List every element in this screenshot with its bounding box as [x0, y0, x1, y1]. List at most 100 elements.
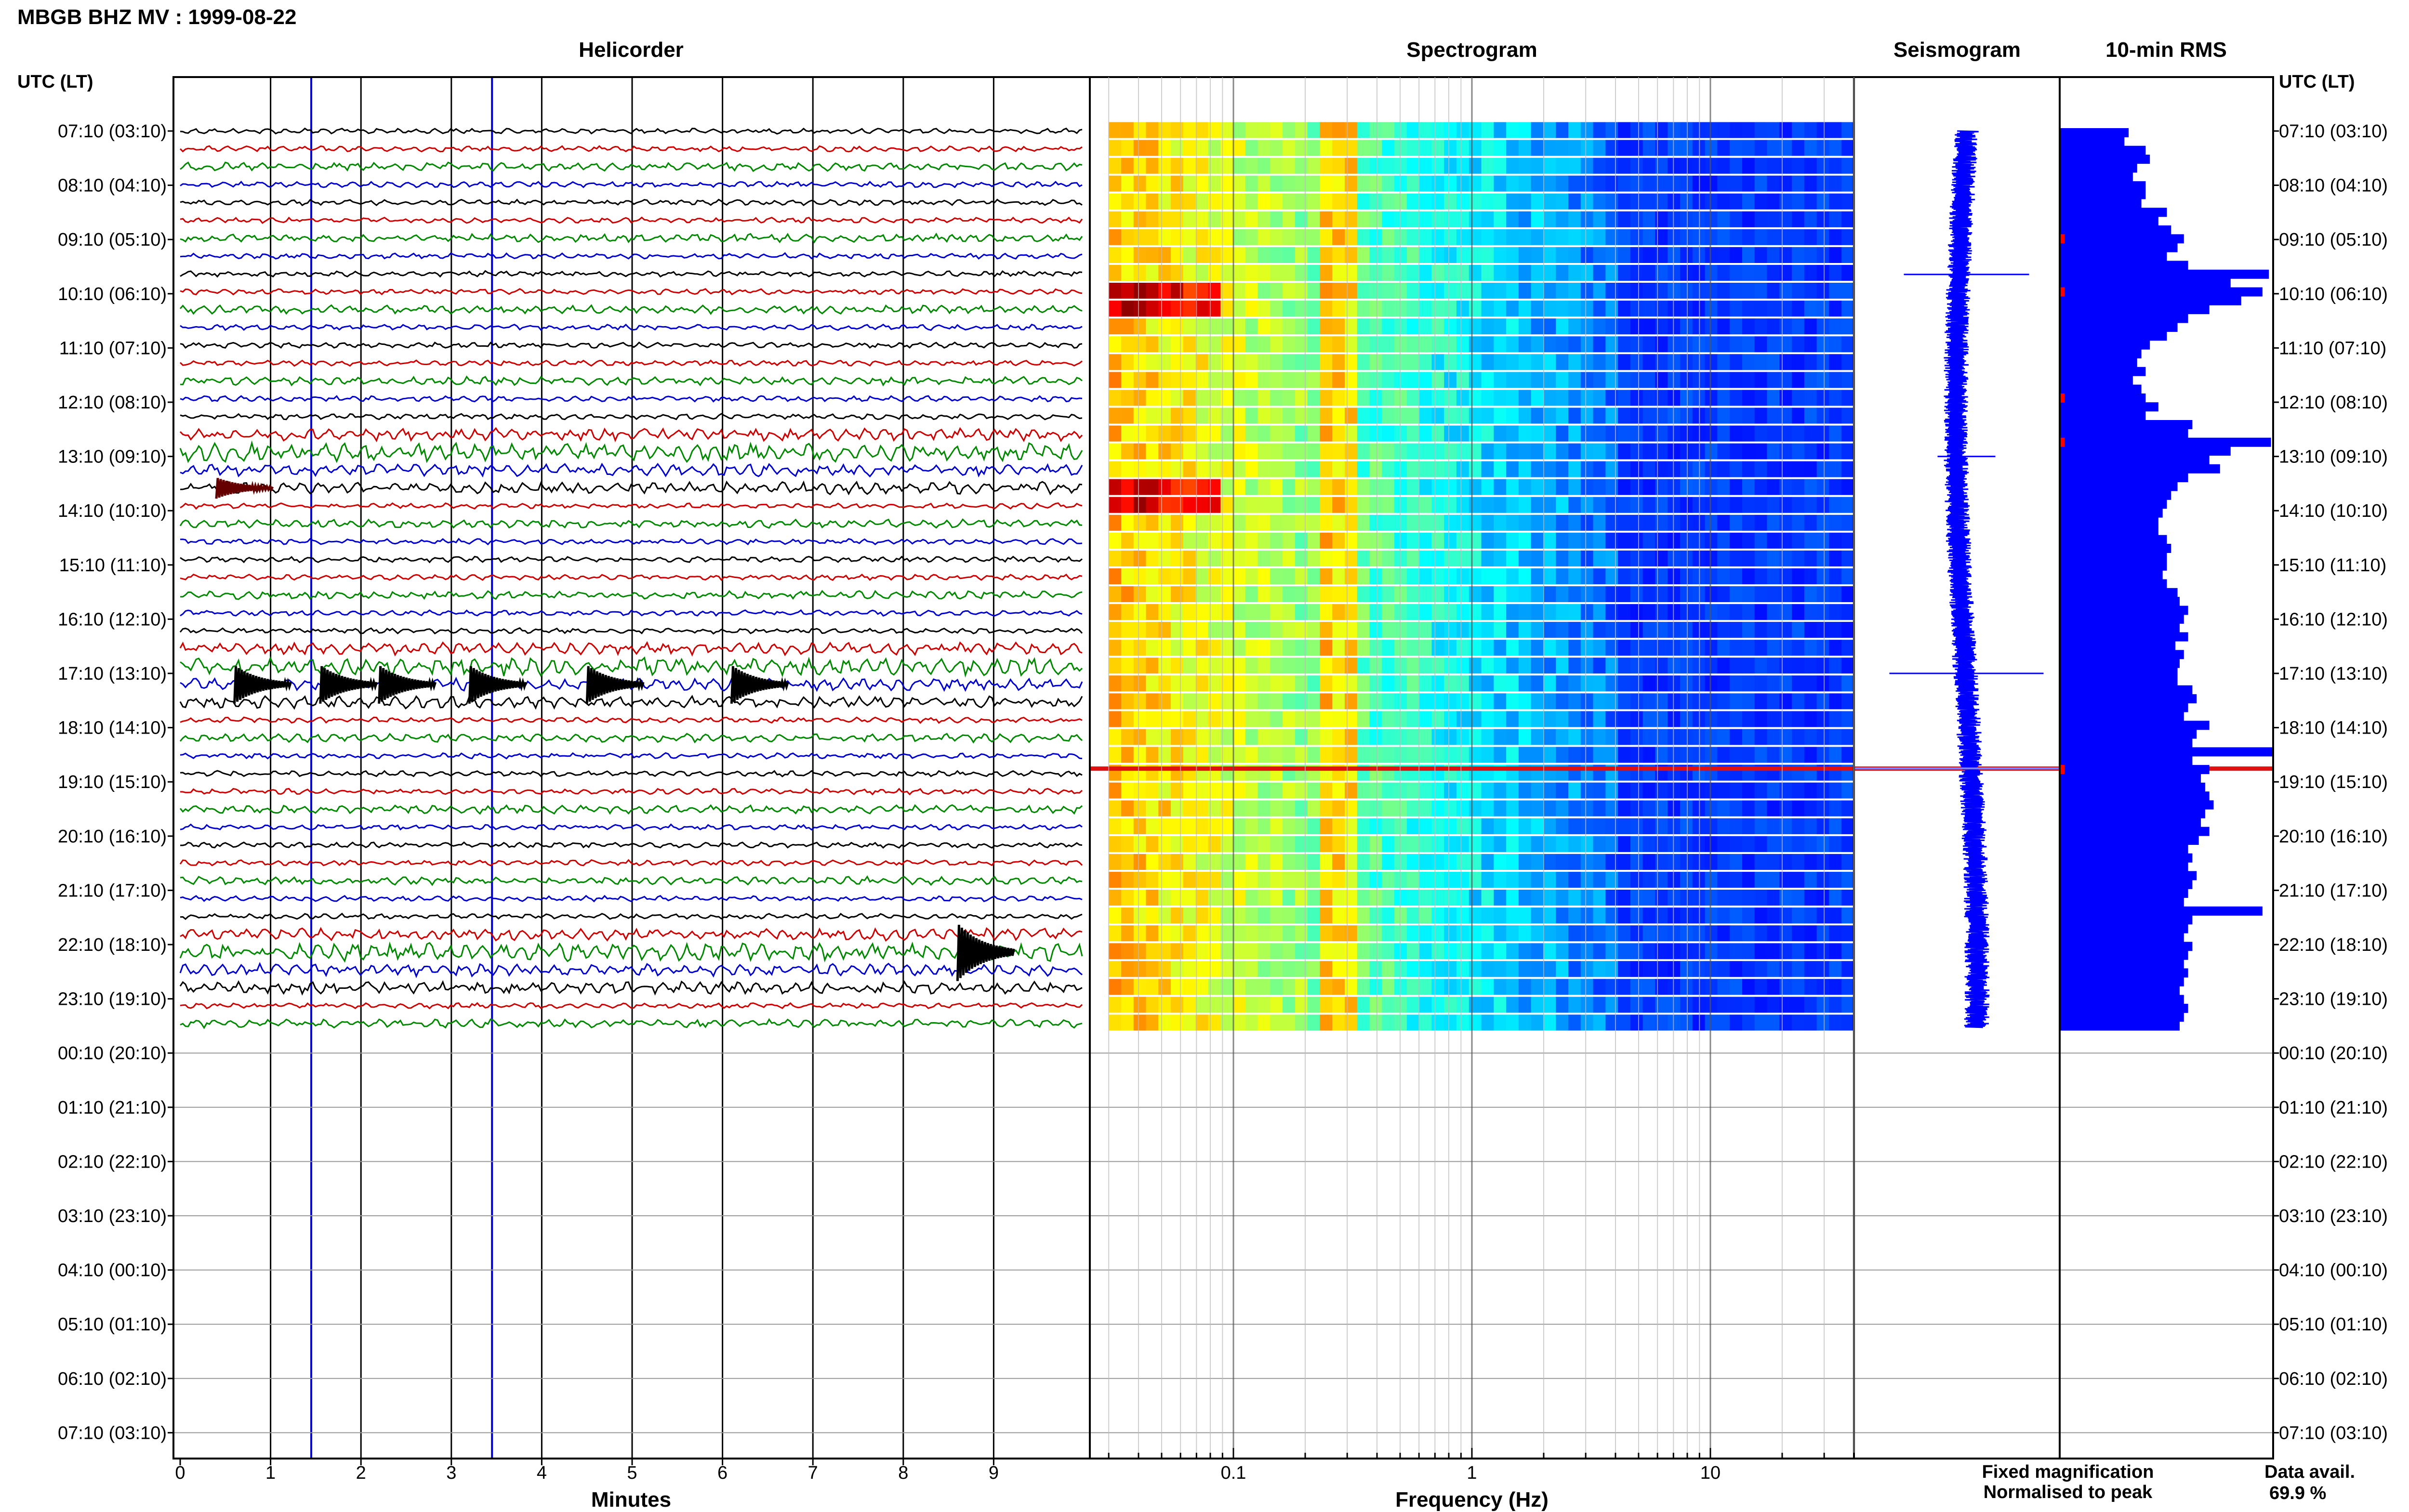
spectrogram-cell [1133, 854, 1147, 870]
spectrogram-cell [1816, 247, 1830, 263]
spectrogram-cell [1518, 301, 1532, 317]
spectrogram-cell [1543, 229, 1556, 245]
rms-bar [2061, 986, 2180, 996]
spectrogram-cell [1717, 871, 1730, 888]
spectrogram-cell [1841, 318, 1854, 335]
spectrogram-cell [1841, 836, 1854, 852]
spectrogram-cell [1332, 122, 1345, 138]
spectrogram-cell [1556, 336, 1569, 353]
spectrogram-cell [1767, 693, 1780, 710]
spectrogram-cell [1742, 122, 1755, 138]
spectrogram-cell [1580, 961, 1594, 977]
spectrogram-cell [1593, 193, 1606, 210]
spectrogram-cell [1382, 640, 1395, 656]
spectrogram-cell [1419, 175, 1432, 192]
spectrogram-cell [1171, 264, 1184, 281]
spectrogram-cell [1680, 890, 1693, 906]
spectrogram-cell [1804, 461, 1817, 477]
spectrogram-cell [1506, 283, 1519, 299]
spectrogram-cell [1369, 997, 1382, 1013]
spectrogram-cell [1456, 336, 1469, 353]
spectrogram-cell [1456, 907, 1469, 924]
spectrogram-cell [1556, 782, 1569, 799]
spectrogram-cell [1829, 711, 1842, 727]
spectrogram-cell [1171, 586, 1184, 603]
spectrogram-cell [1556, 586, 1569, 603]
rms-bar [2061, 570, 2163, 580]
spectrogram-cell [1618, 693, 1631, 710]
spectrogram-cell [1618, 747, 1631, 763]
spectrogram-cell [1146, 211, 1159, 227]
spectrogram-cell [1618, 800, 1631, 816]
spectrogram-cell [1109, 140, 1122, 156]
spectrogram-cell [1307, 711, 1321, 727]
spectrogram-cell [1767, 193, 1780, 210]
spectrogram-cell [1270, 175, 1283, 192]
spectrogram-cell [1431, 443, 1444, 460]
minute-tick-label: 0 [175, 1463, 185, 1483]
spectrogram-cell [1382, 247, 1395, 263]
spectrogram-cell [1829, 283, 1842, 299]
rms-bar [2061, 305, 2210, 315]
spectrogram-cell [1195, 354, 1209, 370]
spectrogram-cell [1580, 604, 1594, 620]
spectrogram-cell [1705, 193, 1718, 210]
spectrogram-cell [1506, 943, 1519, 960]
rms-bar [2061, 844, 2188, 854]
spectrogram-cell [1270, 443, 1283, 460]
spectrogram-cell [1233, 497, 1246, 513]
spectrogram-cell [1320, 158, 1333, 174]
spectrogram-cell [1494, 586, 1507, 603]
spectrogram-cell [1406, 211, 1420, 227]
spectrogram-cell [1307, 479, 1321, 495]
spectrogram-cell [1642, 247, 1656, 263]
spectrogram-cell [1642, 301, 1656, 317]
spectrogram-cell [1767, 264, 1780, 281]
spectrogram-cell [1816, 943, 1830, 960]
spectrogram-cell [1345, 907, 1358, 924]
spectrogram-cell [1481, 229, 1494, 245]
spectrogram-cell [1307, 497, 1321, 513]
spectrogram-cell [1171, 961, 1184, 977]
spectrogram-cell [1841, 211, 1854, 227]
spectrogram-cell [1816, 675, 1830, 692]
spectrogram-cell [1419, 479, 1432, 495]
spectrogram-cell [1233, 943, 1246, 960]
spectrogram-cell [1469, 961, 1482, 977]
spectrogram-cell [1419, 622, 1432, 638]
spectrogram-cell [1531, 443, 1544, 460]
spectrogram-cell [1345, 354, 1358, 370]
spectrogram-cell [1332, 193, 1345, 210]
spectrogram-cell [1705, 890, 1718, 906]
spectrogram-cell [1705, 283, 1718, 299]
spectrogram-cell [1245, 782, 1258, 799]
spectrogram-cell [1332, 264, 1345, 281]
rms-bar [2061, 950, 2188, 960]
spectrogram-cell [1257, 871, 1271, 888]
spectrogram-cell [1245, 247, 1258, 263]
spectrogram-cell [1668, 925, 1681, 942]
spectrogram-cell [1431, 175, 1444, 192]
spectrogram-cell [1357, 890, 1370, 906]
rms-bar [2061, 933, 2184, 942]
spectrogram-cell [1816, 301, 1830, 317]
spectrogram-cell [1506, 586, 1519, 603]
spectrogram-cell [1568, 336, 1581, 353]
spectrogram-cell [1382, 122, 1395, 138]
spectrogram-cell [1792, 943, 1805, 960]
spectrogram-cell [1705, 693, 1718, 710]
spectrogram-cell [1816, 782, 1830, 799]
spectrogram-cell [1593, 140, 1606, 156]
spectrogram-cell [1494, 925, 1507, 942]
spectrogram-cell [1456, 800, 1469, 816]
spectrogram-cell [1394, 997, 1407, 1013]
spectrogram-cell [1593, 871, 1606, 888]
spectrogram-cell [1630, 818, 1643, 834]
spectrogram-cell [1705, 961, 1718, 977]
spectrogram-cell [1767, 140, 1780, 156]
rms-bar [2061, 181, 2146, 191]
spectrogram-cell [1257, 997, 1271, 1013]
spectrogram-cell [1307, 800, 1321, 816]
spectrogram-cell [1121, 283, 1134, 299]
rms-bar [2061, 880, 2193, 889]
